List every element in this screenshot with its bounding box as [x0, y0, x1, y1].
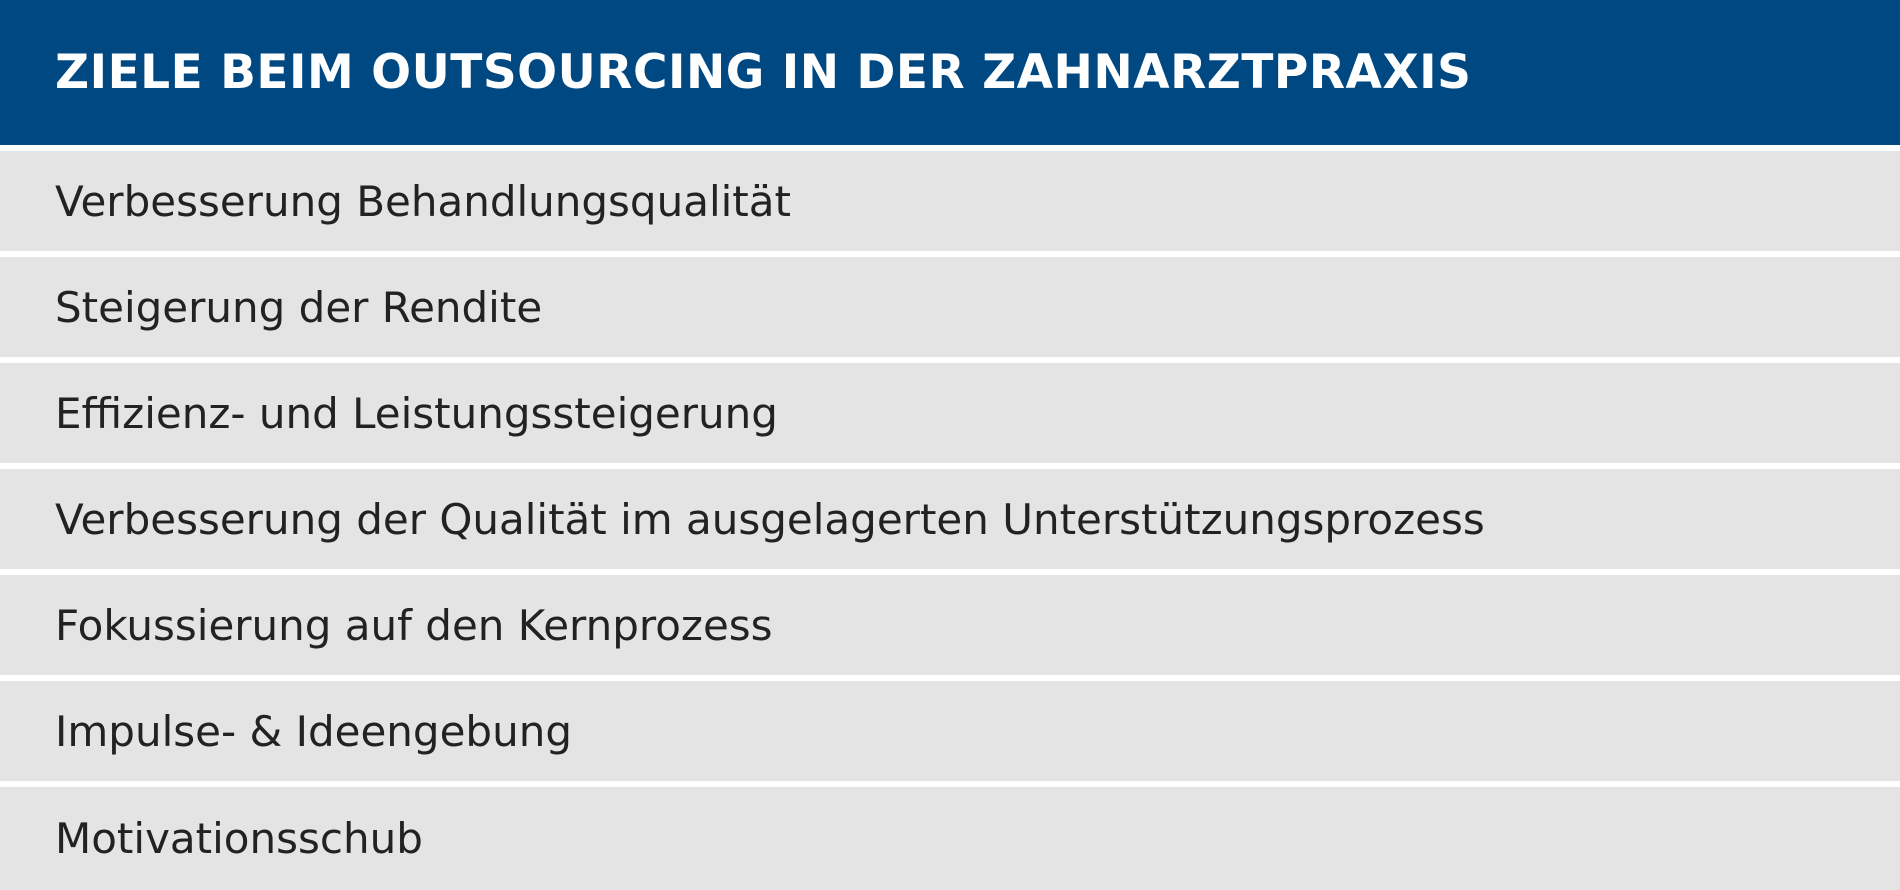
table-row: Verbesserung der Qualität im ausgelagert…	[0, 469, 1900, 569]
row-text: Effizienz- und Leistungssteigerung	[55, 388, 778, 438]
row-text: Impulse- & Ideengebung	[55, 706, 572, 756]
row-text: Steigerung der Rendite	[55, 282, 543, 332]
table-row: Impulse- & Ideengebung	[0, 681, 1900, 781]
header-title: ZIELE BEIM OUTSOURCING IN DER ZAHNARZTPR…	[55, 45, 1472, 100]
row-text: Fokussierung auf den Kernprozess	[55, 600, 773, 650]
header: ZIELE BEIM OUTSOURCING IN DER ZAHNARZTPR…	[0, 0, 1900, 145]
row-text: Motivationsschub	[55, 814, 423, 863]
table-row: Steigerung der Rendite	[0, 257, 1900, 357]
table-row: Verbesserung Behandlungsqualität	[0, 151, 1900, 251]
table-row: Fokussierung auf den Kernprozess	[0, 575, 1900, 675]
table: Verbesserung Behandlungsqualität Steigeru…	[0, 145, 1900, 890]
table-row: Motivationsschub	[0, 787, 1900, 890]
row-text: Verbesserung der Qualität im ausgelagert…	[55, 494, 1485, 544]
table-row: Effizienz- und Leistungssteigerung	[0, 363, 1900, 463]
row-text: Verbesserung Behandlungsqualität	[55, 176, 791, 226]
